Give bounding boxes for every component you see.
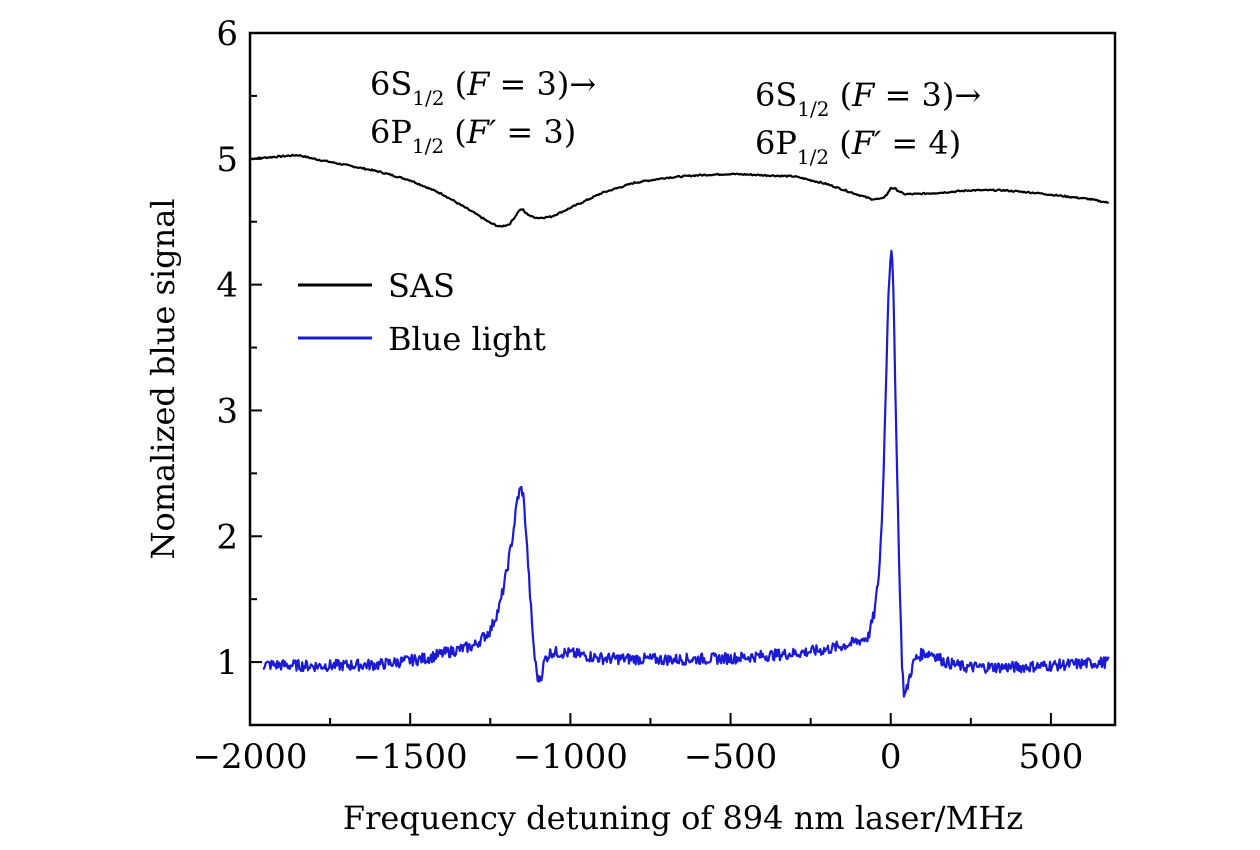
annotation-1-line2: 6P1/2 (F′ = 3): [370, 113, 576, 158]
x-tick-label: 0: [880, 737, 902, 777]
x-tick-label: −1500: [353, 737, 468, 777]
y-tick-label: 1: [216, 643, 238, 683]
annotation-1-line1: 6S1/2 (F = 3)→: [370, 65, 596, 110]
annotation-2-line1: 6S1/2 (F = 3)→: [755, 76, 981, 121]
y-tick-labels: 1 2 3 4 5 6: [216, 14, 238, 683]
series-lines: [249, 153, 1110, 698]
y-tick-label: 3: [216, 391, 238, 431]
x-tick-label: −2000: [192, 737, 307, 777]
plot-frame: [248, 31, 1117, 727]
series-line-sas: [249, 153, 1110, 228]
y-axis-title: Nomalized blue signal: [144, 198, 182, 559]
tick-marks: [249, 32, 1052, 725]
y-tick-label: 6: [216, 14, 238, 54]
y-tick-label: 5: [216, 140, 238, 180]
series-line-blue-light: [262, 249, 1110, 698]
y-tick-label: 4: [216, 266, 238, 306]
legend-label-sas: SAS: [388, 267, 455, 305]
x-tick-label: −1000: [513, 737, 628, 777]
y-tick-label: 2: [216, 517, 238, 557]
x-tick-label: −500: [684, 737, 777, 777]
x-tick-label: 500: [1018, 737, 1083, 777]
legend: SAS Blue light: [298, 267, 546, 358]
x-tick-labels: −2000 −1500 −1000 −500 0 500: [192, 737, 1083, 777]
legend-label-blue-light: Blue light: [388, 320, 546, 358]
annotation-2-line2: 6P1/2 (F′ = 4): [755, 124, 961, 169]
x-axis-title: Frequency detuning of 894 nm laser/MHz: [343, 799, 1023, 837]
